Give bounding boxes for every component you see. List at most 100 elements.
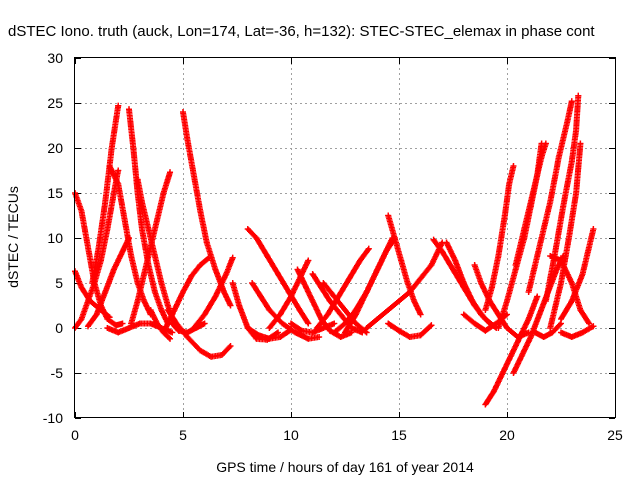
data-point	[145, 226, 152, 232]
data-point	[383, 248, 390, 255]
data-point	[568, 334, 575, 340]
data-point	[579, 329, 586, 336]
data-point	[575, 92, 582, 99]
data-point	[385, 320, 392, 327]
data-point	[244, 226, 251, 232]
data-point	[324, 311, 331, 318]
grid-lines	[75, 58, 615, 418]
plot-frame	[74, 57, 616, 418]
y-tick-label: -10	[43, 410, 63, 426]
data-point	[309, 329, 316, 336]
data-point	[482, 307, 489, 313]
data-point	[374, 316, 381, 322]
data-point	[102, 199, 109, 205]
data-point	[190, 325, 197, 331]
data-point	[167, 169, 174, 176]
data-point	[398, 257, 405, 264]
data-series	[482, 163, 517, 313]
data-series	[249, 280, 323, 342]
data-point	[188, 272, 195, 279]
data-point	[84, 244, 91, 250]
data-point	[478, 280, 485, 286]
x-axis-ticks: 0 5 10 15 20 25	[71, 58, 623, 443]
data-point	[534, 293, 541, 300]
data-point	[521, 226, 528, 232]
data-point	[136, 320, 143, 327]
data-point	[573, 127, 580, 133]
data-point	[331, 293, 338, 300]
data-series	[482, 293, 541, 408]
data-point	[197, 262, 204, 268]
data-point	[510, 163, 517, 169]
data-point	[577, 307, 584, 313]
data-point	[482, 327, 489, 334]
data-point	[277, 311, 284, 318]
data-point	[352, 311, 359, 318]
data-series	[106, 163, 154, 318]
data-point	[104, 226, 111, 232]
data-point	[130, 145, 137, 151]
data-point	[417, 311, 424, 318]
data-point	[154, 320, 161, 327]
data-point	[357, 257, 364, 264]
series-markers	[512, 140, 549, 268]
data-point	[151, 289, 158, 295]
data-point	[525, 316, 532, 322]
data-point	[363, 289, 370, 295]
data-point	[288, 320, 294, 327]
x-tick-label: 25	[607, 427, 623, 443]
data-point	[266, 335, 273, 342]
data-point	[482, 401, 489, 408]
data-series	[532, 320, 564, 340]
data-point	[558, 329, 564, 336]
data-point	[590, 226, 597, 232]
data-point	[171, 307, 178, 313]
data-series	[385, 320, 435, 340]
data-point	[406, 334, 413, 340]
data-point	[253, 235, 260, 241]
series-markers	[164, 307, 234, 360]
data-point	[411, 298, 418, 304]
data-point	[89, 280, 96, 286]
data-point	[108, 145, 115, 151]
data-point	[538, 154, 545, 160]
data-series	[342, 235, 396, 336]
data-point	[460, 280, 467, 286]
data-point	[141, 271, 148, 277]
data-point	[160, 190, 167, 196]
y-tick-label: -5	[51, 365, 64, 381]
chart-title: dSTEC Iono. truth (auck, Lon=174, Lat=-3…	[8, 23, 595, 40]
data-point	[205, 254, 212, 261]
data-point	[190, 172, 197, 178]
data-point	[154, 217, 161, 223]
data-point	[320, 280, 327, 286]
data-point	[249, 280, 256, 286]
data-point	[275, 271, 282, 277]
data-point	[331, 329, 338, 336]
data-point	[519, 352, 526, 358]
data-point	[300, 280, 307, 286]
data-point	[305, 335, 312, 342]
data-point	[173, 320, 180, 327]
data-point	[469, 298, 476, 304]
data-point	[106, 163, 113, 169]
data-point	[331, 320, 338, 327]
data-point	[568, 158, 575, 165]
data-point	[180, 109, 186, 115]
data-point	[450, 266, 456, 273]
data-point	[218, 352, 225, 358]
data-point	[167, 335, 174, 342]
data-point	[279, 320, 286, 327]
data-point	[110, 266, 117, 273]
data-point	[428, 262, 435, 268]
data-point	[558, 257, 564, 264]
data-point	[110, 190, 117, 196]
data-point	[227, 302, 234, 309]
data-point	[266, 325, 273, 331]
data-series	[558, 323, 597, 340]
data-point	[443, 239, 450, 246]
data-point	[579, 271, 586, 277]
data-point	[318, 284, 325, 291]
data-point	[558, 280, 564, 286]
